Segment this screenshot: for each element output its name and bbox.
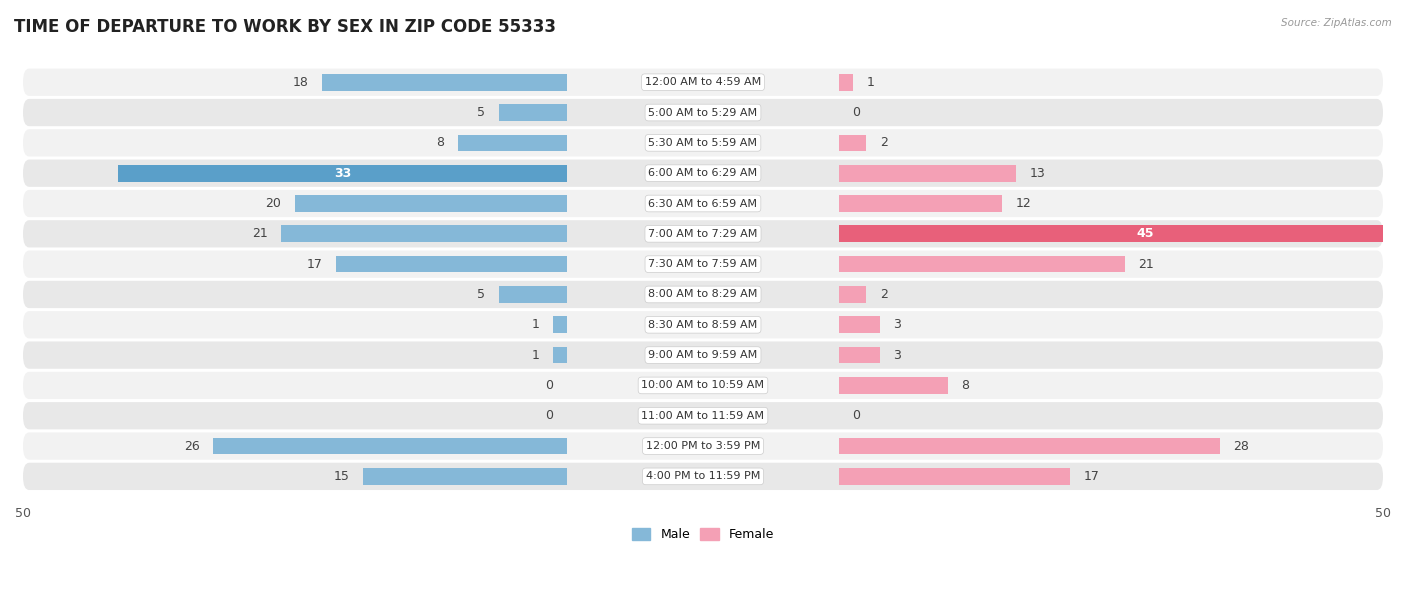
FancyBboxPatch shape [22,342,1384,369]
Bar [839,226,1406,242]
Bar [839,286,866,303]
Bar [554,317,567,333]
Text: 8: 8 [437,137,444,149]
Text: 17: 17 [1084,470,1099,483]
Text: 1: 1 [531,349,540,362]
Text: 0: 0 [546,379,554,392]
Bar [839,195,1002,212]
Text: 13: 13 [1029,167,1045,180]
Text: 12:00 PM to 3:59 PM: 12:00 PM to 3:59 PM [645,441,761,451]
Text: 0: 0 [546,409,554,422]
Text: 2: 2 [880,288,887,301]
Bar [554,347,567,364]
Bar [336,256,567,273]
Text: 8: 8 [962,379,969,392]
FancyBboxPatch shape [22,311,1384,339]
Text: 0: 0 [852,409,860,422]
Text: 21: 21 [1139,258,1154,271]
Bar [839,438,1220,454]
FancyBboxPatch shape [22,129,1384,156]
Bar [839,468,1070,485]
Text: 5:00 AM to 5:29 AM: 5:00 AM to 5:29 AM [648,108,758,118]
Bar [839,165,1015,182]
Text: 15: 15 [333,470,350,483]
Bar [214,438,567,454]
Bar [458,134,567,151]
Text: 18: 18 [292,75,308,89]
FancyBboxPatch shape [22,463,1384,490]
Bar [281,226,567,242]
Text: Source: ZipAtlas.com: Source: ZipAtlas.com [1281,18,1392,28]
Text: 2: 2 [880,137,887,149]
Bar [839,134,866,151]
Bar [839,347,880,364]
FancyBboxPatch shape [22,281,1384,308]
FancyBboxPatch shape [22,220,1384,248]
Text: 12: 12 [1015,197,1032,210]
Text: 0: 0 [852,106,860,119]
FancyBboxPatch shape [22,372,1384,399]
Text: 33: 33 [335,167,352,180]
Text: 5: 5 [478,106,485,119]
Text: 7:30 AM to 7:59 AM: 7:30 AM to 7:59 AM [648,259,758,269]
Text: 26: 26 [184,440,200,453]
Text: 21: 21 [252,228,267,241]
Text: 28: 28 [1233,440,1250,453]
Text: 3: 3 [893,349,901,362]
FancyBboxPatch shape [22,432,1384,460]
Text: 5:30 AM to 5:59 AM: 5:30 AM to 5:59 AM [648,138,758,148]
Text: 1: 1 [531,318,540,331]
Text: 12:00 AM to 4:59 AM: 12:00 AM to 4:59 AM [645,77,761,87]
Text: 10:00 AM to 10:59 AM: 10:00 AM to 10:59 AM [641,380,765,390]
Text: 6:00 AM to 6:29 AM: 6:00 AM to 6:29 AM [648,168,758,178]
Bar [499,286,567,303]
Text: 3: 3 [893,318,901,331]
FancyBboxPatch shape [22,160,1384,187]
Bar [499,104,567,121]
Legend: Male, Female: Male, Female [627,523,779,546]
Text: 1: 1 [866,75,875,89]
Bar [839,317,880,333]
Text: 7:00 AM to 7:29 AM: 7:00 AM to 7:29 AM [648,229,758,239]
Bar [839,74,852,90]
Bar [322,74,567,90]
Text: TIME OF DEPARTURE TO WORK BY SEX IN ZIP CODE 55333: TIME OF DEPARTURE TO WORK BY SEX IN ZIP … [14,18,555,36]
Text: 9:00 AM to 9:59 AM: 9:00 AM to 9:59 AM [648,350,758,360]
Bar [295,195,567,212]
Bar [839,377,948,394]
FancyBboxPatch shape [22,99,1384,126]
FancyBboxPatch shape [22,402,1384,429]
Text: 8:00 AM to 8:29 AM: 8:00 AM to 8:29 AM [648,289,758,299]
Bar [839,256,1125,273]
FancyBboxPatch shape [22,190,1384,217]
Text: 20: 20 [266,197,281,210]
Text: 45: 45 [1136,228,1154,241]
FancyBboxPatch shape [22,68,1384,96]
FancyBboxPatch shape [22,251,1384,278]
Text: 6:30 AM to 6:59 AM: 6:30 AM to 6:59 AM [648,198,758,208]
Text: 8:30 AM to 8:59 AM: 8:30 AM to 8:59 AM [648,320,758,330]
Text: 17: 17 [307,258,322,271]
Text: 4:00 PM to 11:59 PM: 4:00 PM to 11:59 PM [645,472,761,481]
Text: 5: 5 [478,288,485,301]
Bar [363,468,567,485]
Bar [118,165,567,182]
Text: 11:00 AM to 11:59 AM: 11:00 AM to 11:59 AM [641,410,765,421]
